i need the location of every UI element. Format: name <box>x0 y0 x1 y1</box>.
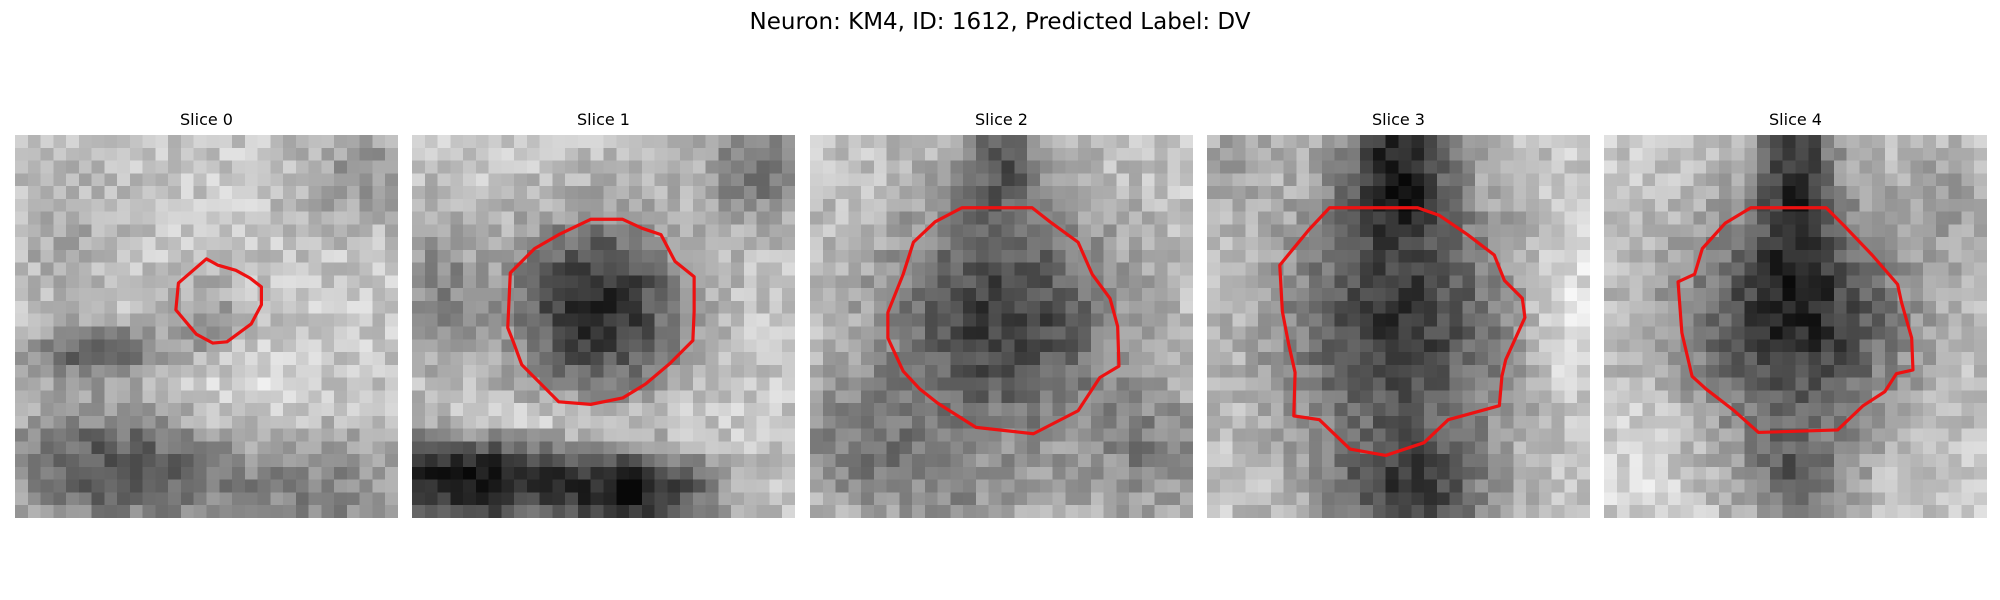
segmentation-contour-2 <box>886 206 1121 436</box>
slice-title-3: Slice 3 <box>1372 110 1425 129</box>
slice-panel-3: Slice 3 <box>1207 110 1590 518</box>
slice-title-4: Slice 4 <box>1769 110 1822 129</box>
segmentation-contour-1 <box>506 217 696 406</box>
slice-image-1 <box>412 135 795 518</box>
segmentation-contour-4 <box>1676 206 1915 435</box>
slice-title-0: Slice 0 <box>180 110 233 129</box>
slice-image-3 <box>1207 135 1590 518</box>
slice-panel-2: Slice 2 <box>810 110 1193 518</box>
slice-image-2 <box>810 135 1193 518</box>
slice-panel-4: Slice 4 <box>1604 110 1987 518</box>
slice-title-2: Slice 2 <box>975 110 1028 129</box>
figure-title: Neuron: KM4, ID: 1612, Predicted Label: … <box>749 9 1251 35</box>
slice-image-4 <box>1604 135 1987 518</box>
segmentation-contour-0 <box>174 257 263 345</box>
slice-panel-0: Slice 0 <box>15 110 398 518</box>
slice-title-1: Slice 1 <box>577 110 630 129</box>
segmentation-contour-3 <box>1278 206 1527 458</box>
slice-panel-1: Slice 1 <box>412 110 795 518</box>
slice-image-0 <box>15 135 398 518</box>
